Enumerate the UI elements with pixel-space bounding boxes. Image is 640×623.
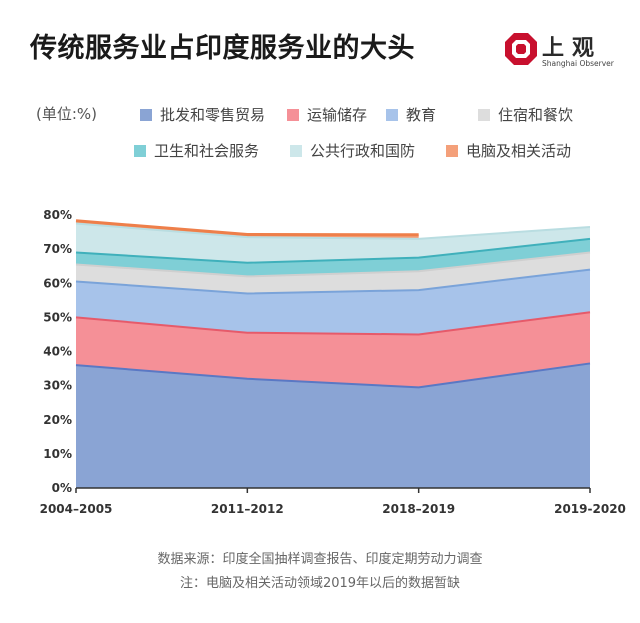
line-series-3 [75,251,591,278]
legend-label-computer: 电脑及相关活动 [466,142,572,160]
area-series-1 [76,312,590,388]
legend-label-lodging: 住宿和餐饮 [498,106,574,124]
y-tick-label: 80% [43,208,72,222]
logo-octagon-icon [505,33,537,65]
x-tick-label: 2004–2005 [40,502,113,516]
note-text: 注：电脑及相关活动领域2019年以后的数据暂缺 [179,576,461,591]
legend-swatch-health [134,144,146,157]
area-series-4 [76,238,590,277]
source-text: 数据来源：印度全国抽样调查报告、印度定期劳动力调查 [157,552,483,567]
y-tick-label: 60% [43,276,72,290]
legend-item-public-admin: 公共行政和国防 [290,140,415,161]
x-tick-label: 2019-2020 [554,502,626,516]
legend-swatch-public-admin [290,144,302,157]
line-series-4 [75,237,591,264]
line-series-6 [75,219,419,237]
area-series-0 [76,363,590,488]
area-series-3 [76,252,590,294]
logo-subtitle: Shanghai Observer [542,59,614,68]
unit-label: (单位:%) [36,105,98,123]
shanghai-observer-logo: 上观 Shanghai Observer [504,30,624,72]
legend-item-lodging: 住宿和餐饮 [478,104,573,125]
y-tick-label: 10% [43,447,72,461]
y-tick-label: 70% [43,242,72,256]
legend-item-transport: 运输储存 [287,104,367,125]
legend-swatch-education [386,108,398,121]
legend-swatch-computer [446,144,458,157]
legend-item-computer: 电脑及相关活动 [446,140,571,161]
legend-label-health: 卫生和社会服务 [154,142,260,160]
x-tick-label: 2011–2012 [211,502,284,516]
line-series-2 [75,268,591,295]
y-tick-label: 30% [43,379,72,393]
y-tick-label: 0% [52,481,72,495]
legend-swatch-transport [287,108,299,121]
legend-swatch-lodging [478,108,490,121]
legend-label-wholesale: 批发和零售贸易 [160,106,266,124]
chart-title: 传统服务业占印度服务业的大头 [30,33,415,64]
y-tick-label: 40% [43,345,72,359]
line-series-5 [75,222,591,240]
x-tick-label: 2018–2019 [382,502,455,516]
legend-swatch-wholesale [140,108,152,121]
line-series-1 [75,311,591,336]
legend-label-education: 教育 [406,106,437,124]
logo-text: 上观 [542,36,603,61]
legend-item-health: 卫生和社会服务 [134,140,259,161]
legend-label-transport: 运输储存 [307,106,368,124]
legend-item-education: 教育 [386,104,436,125]
legend-item-wholesale: 批发和零售贸易 [140,104,265,125]
line-series-0 [75,362,591,389]
y-tick-label: 20% [43,413,72,427]
y-tick-label: 50% [43,310,72,324]
legend-label-public-admin: 公共行政和国防 [310,142,416,160]
